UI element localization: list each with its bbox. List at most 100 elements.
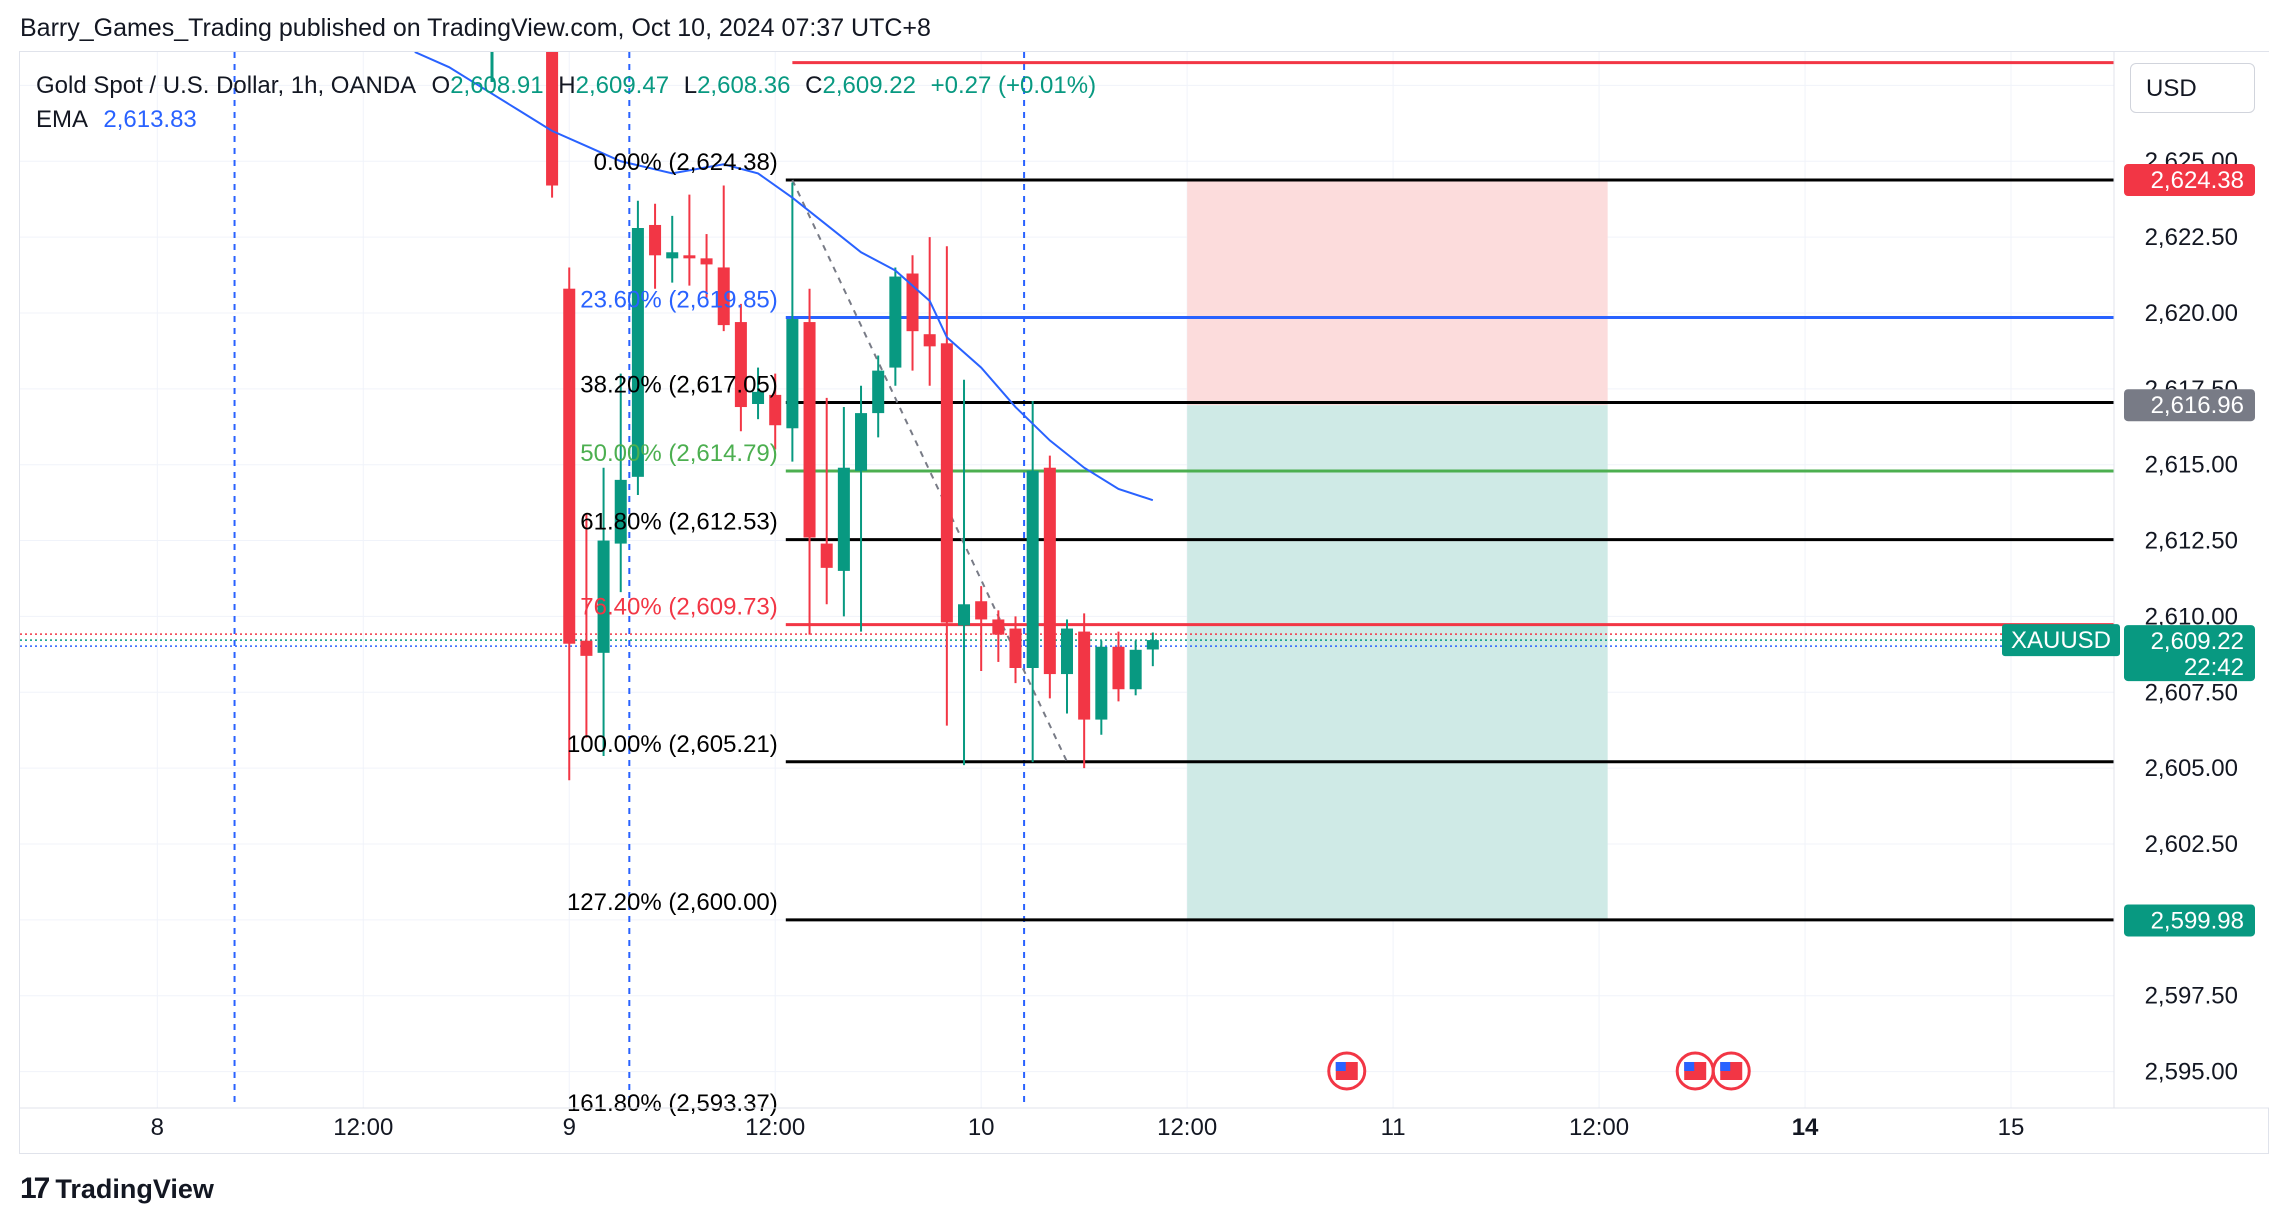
x-tick-label: 9 [563,1114,576,1141]
price-tag-label: 2,609.22 [2151,628,2244,655]
price-tag [2124,389,2255,422]
price-tag [2124,904,2255,937]
price-tag-countdown: 22:42 [2184,654,2244,681]
candle-body [940,343,953,623]
candle-body [1026,470,1039,668]
candle-body [872,370,885,414]
tradingview-logo-icon: 17 [20,1172,50,1205]
fib-level-label: 161.80% (2,593.37) [567,1090,778,1117]
fib-level-label: 100.00% (2,605.21) [567,731,778,758]
candle-body [803,322,816,538]
y-tick-label: 2,607.50 [2145,679,2238,706]
y-tick-label: 2,612.50 [2145,528,2238,555]
currency-selector[interactable]: USD [2130,63,2255,113]
x-tick-label: 8 [151,1114,164,1141]
symbol-legend: Gold Spot / U.S. Dollar, 1h, OANDA O2,60… [36,72,1096,100]
x-tick-label: 10 [968,1114,995,1141]
candle-body [855,413,868,471]
close-label: C [805,72,823,99]
low-value: 2,608.36 [697,72,791,99]
ema-label: EMA [36,106,87,133]
brand-name: TradingView [55,1173,214,1204]
candle-body [923,334,936,347]
x-tick-label: 12:00 [333,1114,393,1141]
fib-level-label: 0.00% (2,624.38) [594,149,778,176]
price-tag [2124,625,2255,682]
price-tag [2124,164,2255,197]
fib-level-label: 127.20% (2,600.00) [567,889,778,916]
open-label: O [431,72,451,99]
candle-body [786,319,799,429]
ema-value: 2,613.83 [103,106,197,133]
x-tick-label: 15 [1998,1114,2025,1141]
candle-body [820,543,833,568]
tradingview-footer: 17 TradingView [20,1172,214,1206]
us-flag-canton-icon [1335,1062,1346,1071]
y-tick-label: 2,622.50 [2145,224,2238,251]
publisher-header: Barry_Games_Trading published on Trading… [20,14,931,42]
ema-legend: EMA 2,613.83 [36,106,197,134]
x-tick-label: 11 [1381,1114,1406,1141]
candle-body [837,467,850,571]
x-tick-label: 14 [1792,1114,1819,1141]
candle-body [666,252,679,259]
fib-level-label: 76.40% (2,609.73) [580,594,777,621]
candles-group [546,52,1159,781]
fib-level-label: 23.60% (2,619.85) [580,287,777,314]
y-tick-label: 2,605.00 [2145,755,2238,782]
candle-body [1060,628,1074,675]
candle-body [631,228,644,477]
y-tick-label: 2,602.50 [2145,831,2238,858]
symbol-tag [2002,624,2120,657]
candle-body [580,640,593,656]
candle-body [734,322,747,408]
fib-level-label: 61.80% (2,612.53) [580,509,777,536]
candle-body [717,267,730,326]
close-value: 2,609.22 [822,72,916,99]
price-tag-label: 2,616.96 [2151,392,2244,419]
candle-body [1043,467,1056,675]
x-tick-label: 12:00 [745,1114,805,1141]
fib-level-label: 50.00% (2,614.79) [580,440,777,467]
candle-body [1129,649,1142,690]
price-axis-bg [2114,52,2269,1108]
ema-line [414,52,1154,502]
y-tick-label: 2,620.00 [2145,300,2238,327]
candle-body [752,391,765,404]
candle-body [1112,646,1125,690]
low-label: L [683,72,698,99]
stop-loss-zone [1187,180,1608,406]
open-value: 2,608.91 [450,72,544,99]
take-profit-zone [1187,405,1608,921]
candle-body [992,619,1005,635]
candle-body [958,604,971,626]
y-tick-label: 2,595.00 [2145,1059,2238,1086]
high-value: 2,609.47 [575,72,670,99]
x-tick-label: 12:00 [1569,1114,1629,1141]
high-label: H [558,72,576,99]
candle-body [683,255,696,259]
fib-level-label: 38.20% (2,617.05) [580,371,777,398]
candle-body [1095,646,1108,720]
candle-body [614,479,627,544]
x-tick-label: 12:00 [1157,1114,1217,1141]
candle-body [700,258,713,265]
price-tag-label: 2,624.38 [2151,167,2244,194]
us-flag-canton-icon [1720,1062,1731,1071]
us-flag-canton-icon [1684,1062,1695,1071]
y-tick-label: 2,615.00 [2145,452,2238,479]
symbol-tag-label: XAUUSD [2011,627,2111,654]
y-tick-label: 2,597.50 [2145,983,2238,1010]
candle-body [597,540,610,653]
symbol-name: Gold Spot / U.S. Dollar, 1h, OANDA [36,72,415,99]
candle-body [1078,631,1091,720]
candle-body [889,276,902,368]
candle-body [1146,640,1159,650]
candle-body [649,224,662,256]
price-tag-label: 2,599.98 [2151,907,2244,934]
candle-body [769,394,782,426]
change-value: +0.27 (+0.01%) [930,72,1097,99]
candle-body [975,601,988,620]
candle-body [563,288,576,644]
